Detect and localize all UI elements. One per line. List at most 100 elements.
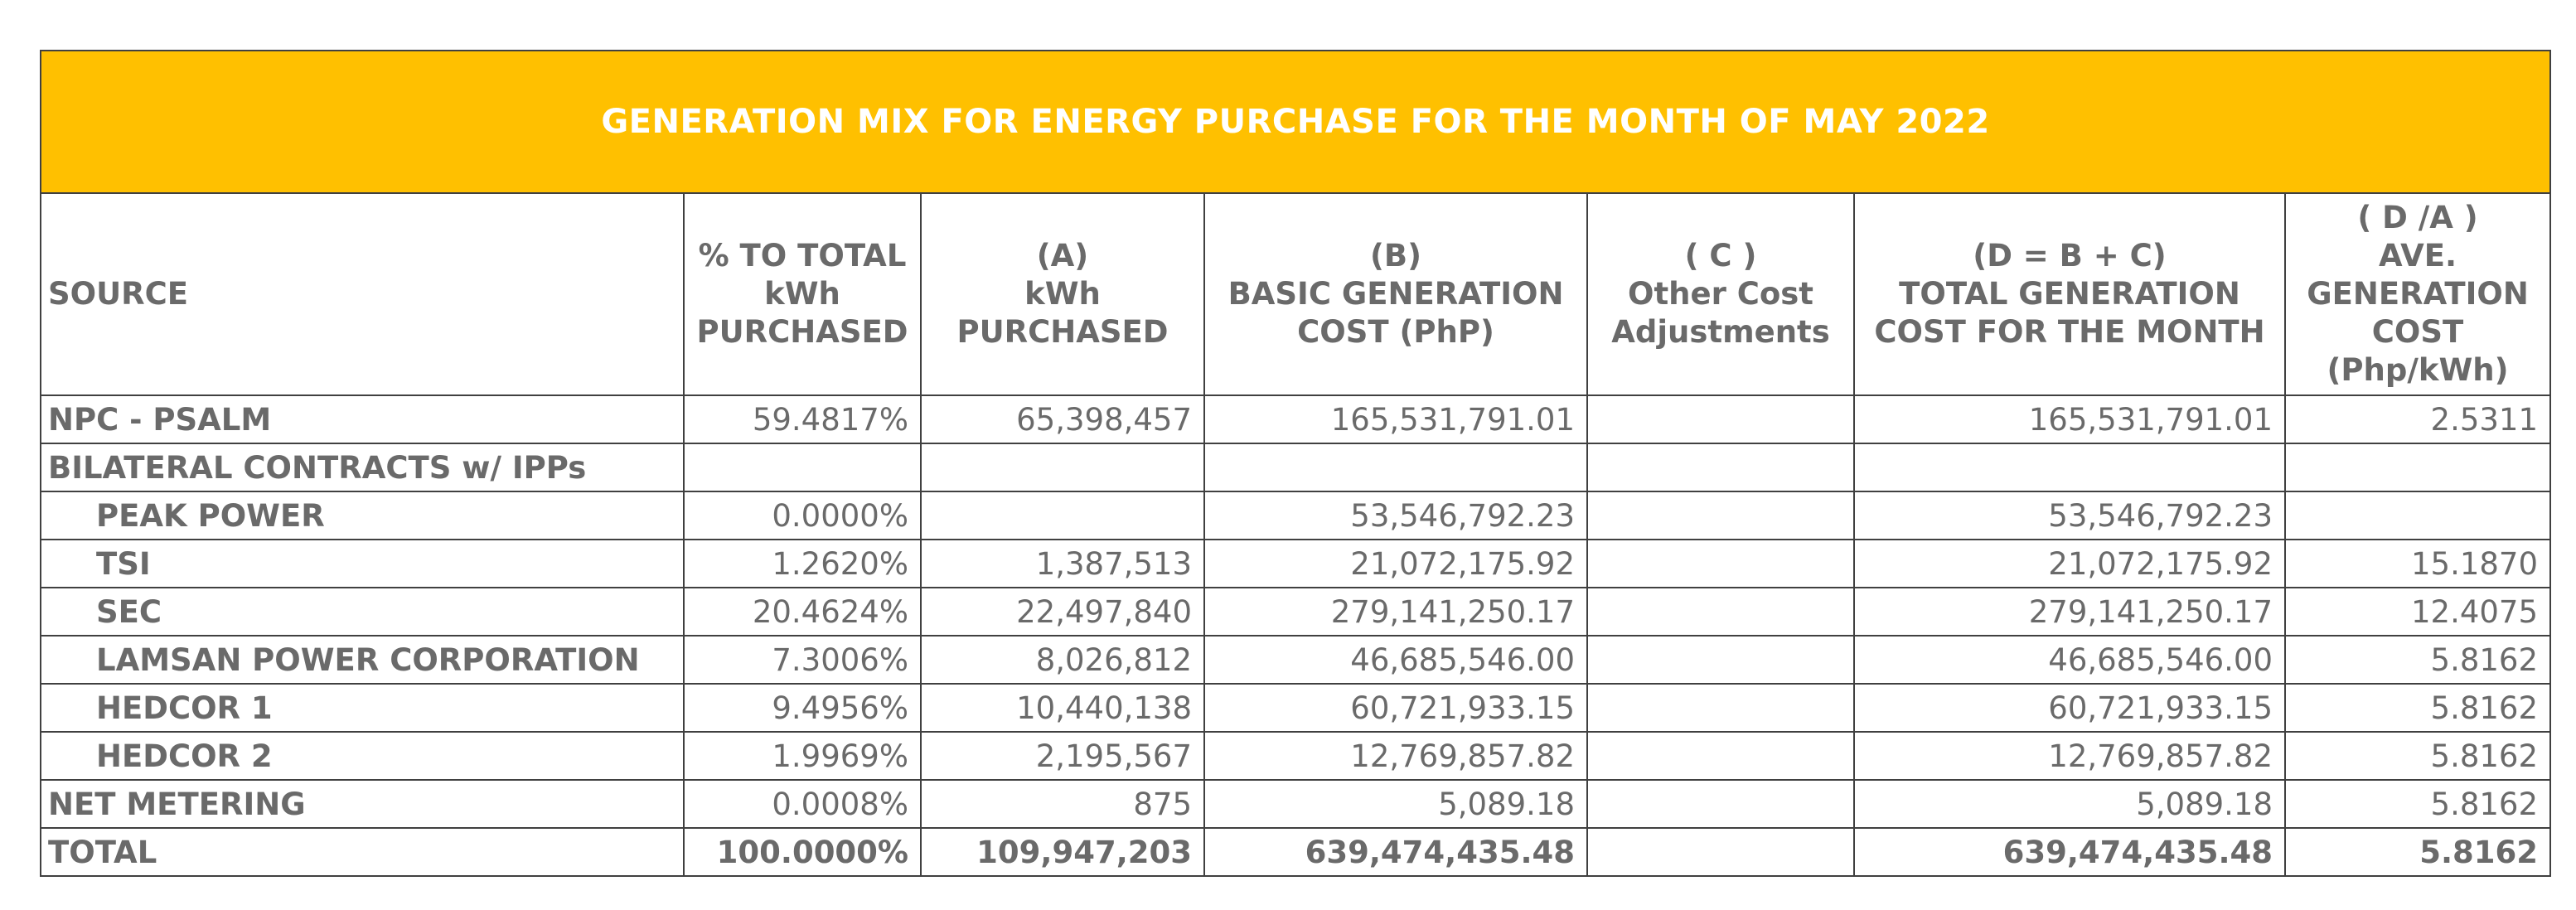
basic-cost-cell: 60,721,933.15 [1203,683,1588,733]
total-cost-cell: 21,072,175.92 [1853,539,2286,588]
pct-cell: 1.9969% [683,731,922,781]
header-line: (Php/kWh) [2327,352,2509,388]
total-cost-cell: 53,546,792.23 [1853,491,2286,540]
kwh-cell: 10,440,138 [920,683,1205,733]
kwh-cell: 22,497,840 [920,587,1205,637]
ave-cost-cell: 5.8162 [2283,635,2552,685]
header-line: BASIC GENERATION [1227,276,1564,312]
header-line: Adjustments [1611,314,1830,350]
ave-cost-cell: 5.8162 [2283,827,2552,877]
kwh-cell: 875 [920,779,1205,829]
header-source: SOURCE [40,192,685,396]
ave-cost-cell [2283,491,2552,540]
header-line: COST [2371,314,2464,350]
header-line: (B) [1369,238,1422,273]
other-cost-cell [1586,731,1855,781]
header-ave-generation-cost: ( D /A ) AVE. GENERATION COST (Php/kWh) [2283,192,2552,396]
header-pct-total-kwh: % TO TOTAL kWh PURCHASED [683,192,922,396]
header-line: SOURCE [48,276,189,312]
header-total-generation-cost: (D = B + C) TOTAL GENERATION COST FOR THE … [1853,192,2286,396]
basic-cost-cell: 639,474,435.48 [1203,827,1588,877]
table-row: HEDCOR 2 1.9969% 2,195,567 12,769,857.82… [40,731,2552,781]
table-row: BILATERAL CONTRACTS w/ IPPs [40,443,2552,492]
header-basic-generation-cost: (B) BASIC GENERATION COST (PhP) [1203,192,1588,396]
header-line: % TO TOTAL [698,238,907,273]
header-line: GENERATION [2307,276,2529,312]
header-line: PURCHASED [956,314,1169,350]
basic-cost-cell: 12,769,857.82 [1203,731,1588,781]
total-cost-cell: 12,769,857.82 [1853,731,2286,781]
table-row: NPC - PSALM 59.4817% 65,398,457 165,531,… [40,394,2552,444]
basic-cost-cell: 5,089.18 [1203,779,1588,829]
header-line: COST FOR THE MONTH [1874,314,2265,350]
ave-cost-cell: 2.5311 [2283,394,2552,444]
source-cell: SEC [40,587,685,637]
header-line: (D = B + C) [1973,238,2167,273]
pct-cell: 9.4956% [683,683,922,733]
ave-cost-cell: 5.8162 [2283,779,2552,829]
header-line: kWh [1024,276,1101,312]
pct-cell: 0.0000% [683,491,922,540]
table-title: GENERATION MIX FOR ENERGY PURCHASE FOR T… [39,50,2552,194]
ave-cost-cell: 12.4075 [2283,587,2552,637]
basic-cost-cell: 21,072,175.92 [1203,539,1588,588]
source-cell: TOTAL [40,827,685,877]
ave-cost-cell: 5.8162 [2283,731,2552,781]
other-cost-cell [1586,683,1855,733]
table-row: HEDCOR 1 9.4956% 10,440,138 60,721,933.1… [40,683,2552,733]
header-line: PURCHASED [696,314,908,350]
total-cost-cell: 46,685,546.00 [1853,635,2286,685]
kwh-cell: 8,026,812 [920,635,1205,685]
other-cost-cell [1586,587,1855,637]
pct-cell: 0.0008% [683,779,922,829]
table-row: LAMSAN POWER CORPORATION 7.3006% 8,026,8… [40,635,2552,685]
header-line: ( D /A ) [2357,200,2478,235]
other-cost-cell [1586,539,1855,588]
basic-cost-cell [1203,443,1588,492]
table-row: SEC 20.4624% 22,497,840 279,141,250.17 2… [40,587,2552,637]
source-cell: NPC - PSALM [40,394,685,444]
kwh-cell [920,443,1205,492]
source-cell: HEDCOR 2 [40,731,685,781]
ave-cost-cell: 15.1870 [2283,539,2552,588]
title-row: GENERATION MIX FOR ENERGY PURCHASE FOR T… [39,50,2552,194]
source-cell: TSI [40,539,685,588]
other-cost-cell [1586,827,1855,877]
header-line: AVE. [2378,238,2457,273]
basic-cost-cell: 165,531,791.01 [1203,394,1588,444]
total-cost-cell: 279,141,250.17 [1853,587,2286,637]
kwh-cell: 2,195,567 [920,731,1205,781]
header-kwh-purchased: (A) kWh PURCHASED [920,192,1205,396]
kwh-cell: 1,387,513 [920,539,1205,588]
pct-cell: 100.0000% [683,827,922,877]
header-row: SOURCE % TO TOTAL kWh PURCHASED (A) kWh PURC… [40,192,2552,396]
source-cell: PEAK POWER [40,491,685,540]
source-cell: LAMSAN POWER CORPORATION [40,635,685,685]
header-line: COST (PhP) [1297,314,1494,350]
basic-cost-cell: 279,141,250.17 [1203,587,1588,637]
total-row: TOTAL 100.0000% 109,947,203 639,474,435.… [40,827,2552,877]
other-cost-cell [1586,394,1855,444]
table-row: TSI 1.2620% 1,387,513 21,072,175.92 21,0… [40,539,2552,588]
header-other-cost-adjustments: ( C ) Other Cost Adjustments [1586,192,1855,396]
other-cost-cell [1586,635,1855,685]
pct-cell: 59.4817% [683,394,922,444]
kwh-cell: 65,398,457 [920,394,1205,444]
header-line: TOTAL GENERATION [1899,276,2240,312]
total-cost-cell [1853,443,2286,492]
basic-cost-cell: 53,546,792.23 [1203,491,1588,540]
ave-cost-cell [2283,443,2552,492]
kwh-cell [920,491,1205,540]
pct-cell: 20.4624% [683,587,922,637]
ave-cost-cell: 5.8162 [2283,683,2552,733]
generation-mix-table-container: GENERATION MIX FOR ENERGY PURCHASE FOR T… [39,50,2552,877]
table-row: NET METERING 0.0008% 875 5,089.18 5,089.… [40,779,2552,829]
pct-cell: 1.2620% [683,539,922,588]
header-line: Other Cost [1628,276,1813,312]
header-line: kWh [764,276,840,312]
kwh-cell: 109,947,203 [920,827,1205,877]
total-cost-cell: 60,721,933.15 [1853,683,2286,733]
pct-cell: 7.3006% [683,635,922,685]
total-cost-cell: 5,089.18 [1853,779,2286,829]
pct-cell [683,443,922,492]
